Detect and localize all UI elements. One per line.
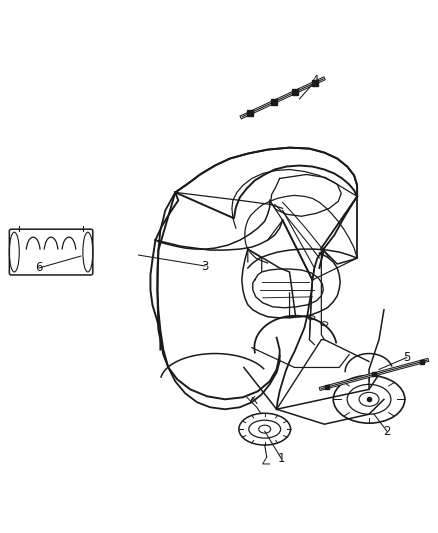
Text: 2: 2 xyxy=(383,425,391,438)
Text: 4: 4 xyxy=(311,75,319,87)
Text: 6: 6 xyxy=(35,262,43,274)
Text: 5: 5 xyxy=(403,351,410,364)
Text: 3: 3 xyxy=(201,260,209,272)
Text: 1: 1 xyxy=(278,453,285,465)
